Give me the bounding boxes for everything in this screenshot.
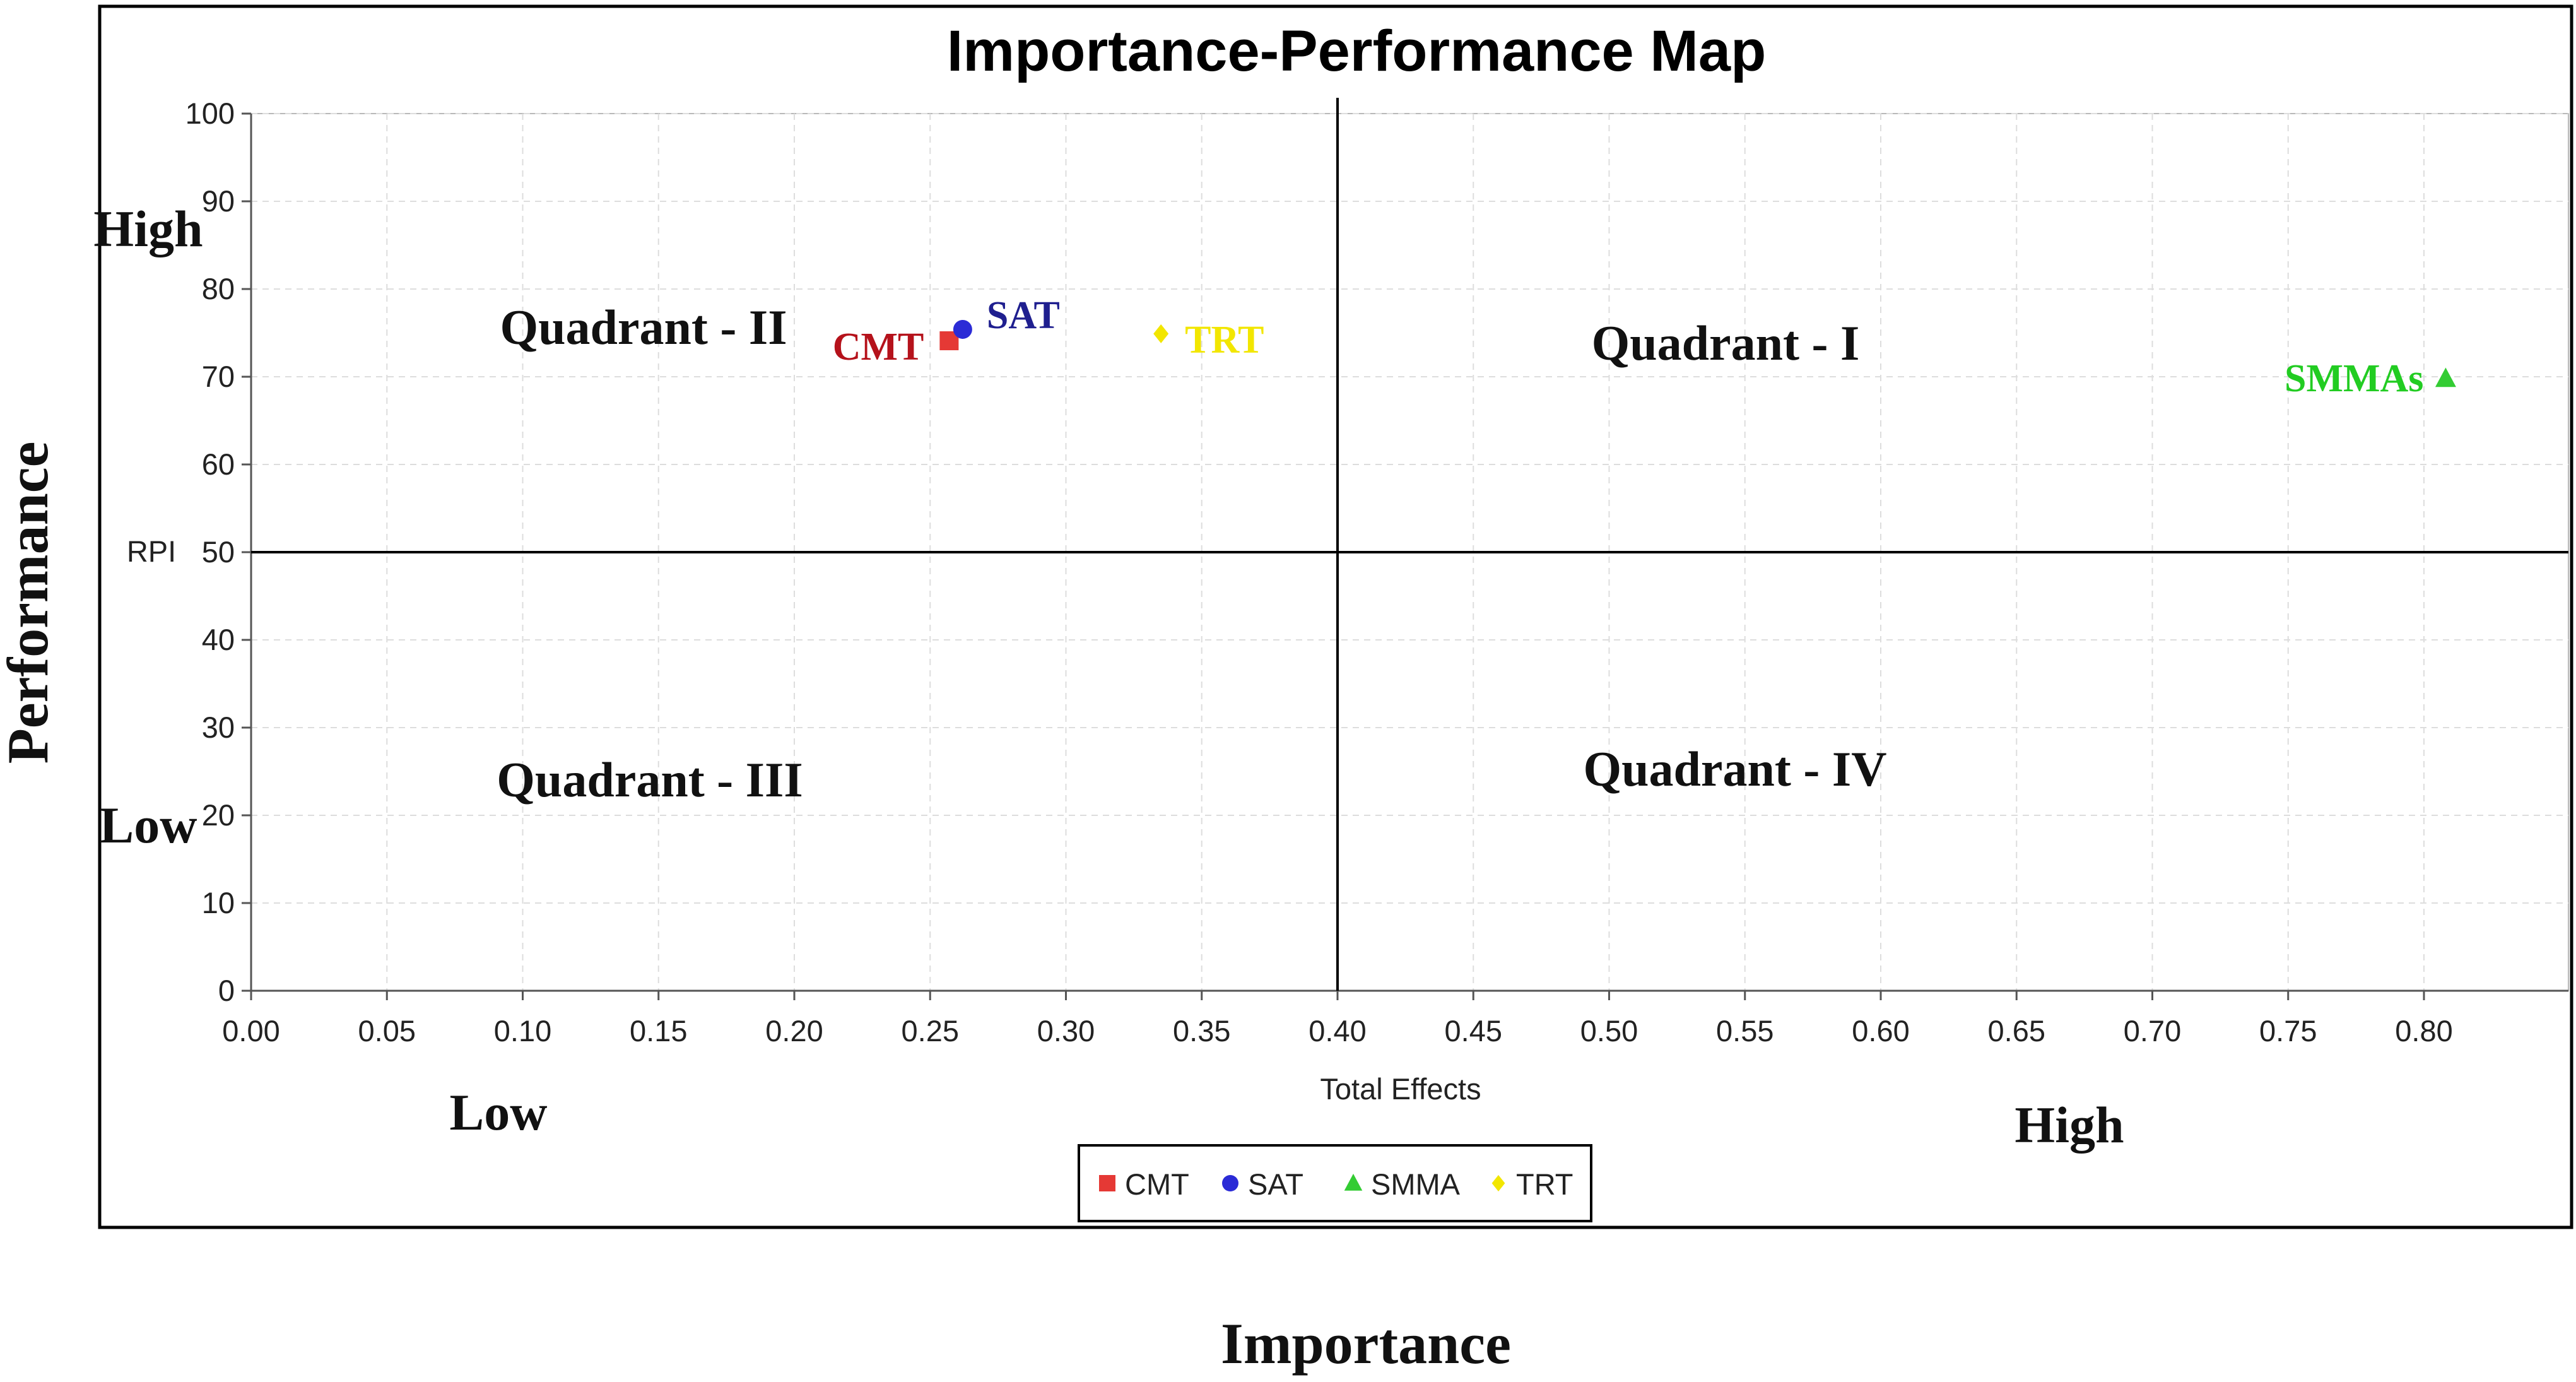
rpi-label: RPI (127, 534, 176, 568)
legend: CMT SAT SMMA TRT (1078, 1144, 1592, 1222)
x-tick-label: 0.15 (630, 1014, 687, 1048)
y-high-label: High (93, 200, 203, 257)
y-tick-label: 10 (202, 886, 235, 919)
point-sat (953, 319, 972, 339)
x-tick-label: 0.40 (1309, 1014, 1366, 1048)
x-tick-label: 0.00 (222, 1014, 279, 1048)
quadrant-2-label: Quadrant - II (500, 300, 787, 355)
quadrant-1-label: Quadrant - I (1592, 316, 1860, 370)
x-tick-label: 0.45 (1445, 1014, 1502, 1048)
point-label-cmt: CMT (833, 326, 924, 369)
legend-box (1078, 1144, 1592, 1222)
legend-label-trt: TRT (1516, 1167, 1573, 1201)
point-label-sat: SAT (987, 294, 1060, 337)
chart-title: Importance-Performance Map (947, 19, 1767, 83)
x-tick-label: 0.80 (2395, 1014, 2452, 1048)
legend-marker-cmt (1099, 1175, 1115, 1191)
y-tick-label: 100 (185, 97, 235, 130)
point-label-trt: TRT (1185, 319, 1264, 362)
x-high-label: High (2014, 1096, 2124, 1154)
x-tick-label: 0.65 (1988, 1014, 2045, 1048)
x-tick-label: 0.25 (902, 1014, 959, 1048)
axis-ticks: 0.00 0.05 0.10 0.15 0.20 0.25 0.30 0.35 0.40 0.45… (185, 97, 2453, 1048)
legend-label-sat: SAT (1248, 1167, 1303, 1201)
x-low-label: Low (450, 1084, 548, 1141)
quadrant-3-label: Quadrant - III (497, 752, 803, 807)
y-low-label: Low (100, 796, 197, 854)
legend-items: CMT SAT SMMA TRT (1099, 1167, 1573, 1201)
x-axis-title: Total Effects (1320, 1072, 1481, 1106)
y-tick-label: 80 (202, 272, 235, 305)
legend-marker-smma (1344, 1174, 1363, 1191)
y-tick-label: 20 (202, 798, 235, 832)
point-smma (2435, 367, 2456, 387)
quadrant-4-label: Quadrant - IV (1583, 741, 1886, 796)
y-tick-label: 0 (218, 974, 235, 1007)
x-tick-label: 0.75 (2259, 1014, 2317, 1048)
grid (250, 113, 2568, 991)
x-tick-label: 0.35 (1173, 1014, 1230, 1048)
data-points: CMT SAT SMMAs TRT (833, 294, 2456, 400)
x-tick-label: 0.50 (1580, 1014, 1638, 1048)
y-tick-label: 90 (202, 184, 235, 218)
point-label-smma: SMMAs (2285, 357, 2423, 400)
performance-axis-title: Performance (0, 442, 60, 764)
x-tick-label: 0.05 (358, 1014, 416, 1048)
x-tick-label: 0.60 (1852, 1014, 1909, 1048)
legend-label-cmt: CMT (1125, 1167, 1189, 1201)
legend-marker-sat (1222, 1175, 1238, 1191)
x-tick-label: 0.30 (1037, 1014, 1095, 1048)
legend-marker-trt (1491, 1175, 1505, 1191)
x-tick-label: 0.55 (1716, 1014, 1773, 1048)
x-tick-label: 0.70 (2124, 1014, 2181, 1048)
importance-axis-title: Importance (1221, 1311, 1511, 1376)
y-tick-label: 50 (202, 535, 235, 569)
x-tick-label: 0.10 (494, 1014, 551, 1048)
y-tick-label: 40 (202, 623, 235, 656)
x-tick-label: 0.20 (765, 1014, 823, 1048)
y-tick-label: 60 (202, 447, 235, 481)
point-trt (1153, 324, 1169, 343)
y-tick-label: 30 (202, 711, 235, 744)
legend-label-smma: SMMA (1371, 1167, 1461, 1201)
y-tick-label: 70 (202, 360, 235, 393)
